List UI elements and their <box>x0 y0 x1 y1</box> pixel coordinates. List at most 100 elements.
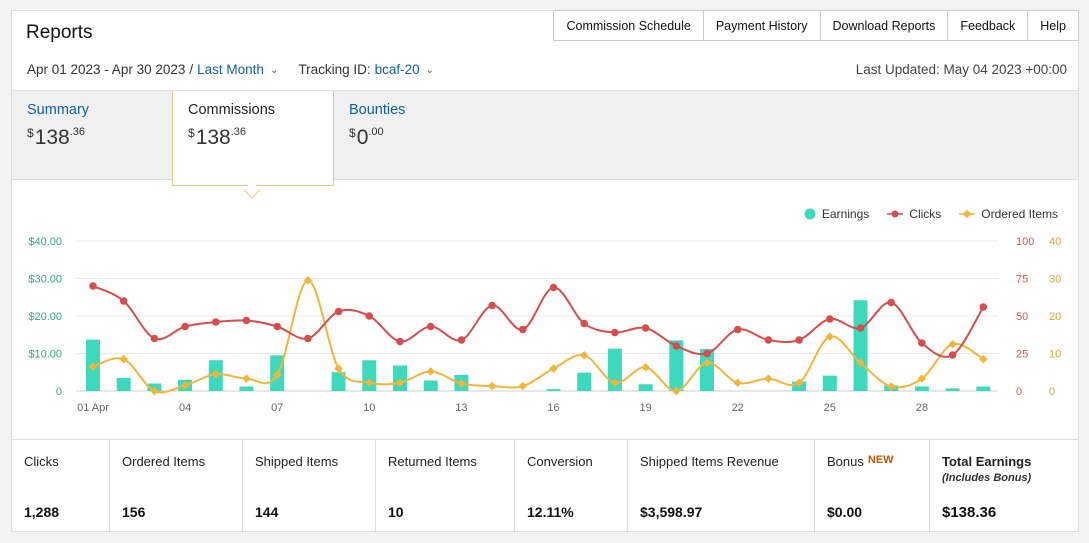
ordered-items-point <box>150 386 159 396</box>
stat-total-earnings-value: $138.36 <box>942 504 997 521</box>
help-button[interactable]: Help <box>1028 10 1079 41</box>
clicks-point <box>242 316 251 325</box>
clicks-line <box>92 285 985 358</box>
new-badge: NEW <box>867 454 894 466</box>
tracking-id-dropdown[interactable]: bcaf-20 ⌄ <box>375 62 434 77</box>
earnings-bar <box>393 365 407 391</box>
stat-clicks-label: Clicks <box>24 454 59 469</box>
ordered-items-point <box>641 363 650 372</box>
download-reports-button[interactable]: Download Reports <box>820 10 949 41</box>
period-dropdown[interactable]: Last Month ⌄ <box>197 62 278 77</box>
earnings-bar <box>577 372 592 391</box>
stat-ordered-items-label: Ordered Items <box>122 454 206 469</box>
tab-bounties[interactable]: Bounties $0.00 <box>334 91 494 181</box>
clicks-point <box>856 324 865 332</box>
tracking-id-label: Tracking ID: <box>298 62 371 77</box>
ordered-items-point <box>702 358 712 368</box>
ordered-items-point <box>518 381 528 391</box>
clicks-point <box>181 322 189 331</box>
y-right-clicks-tick-label: 75 <box>1016 274 1028 286</box>
clicks-point <box>365 312 374 320</box>
x-tick-label: 16 <box>547 402 559 414</box>
x-tick-label: 10 <box>363 402 375 414</box>
commission-schedule-button[interactable]: Commission Schedule <box>553 10 704 41</box>
x-tick-label: 13 <box>455 402 467 414</box>
legend-earnings-label: Earnings <box>821 207 870 221</box>
ordered-items-point <box>457 379 466 388</box>
ordered-items-point <box>303 276 313 285</box>
chevron-down-icon: ⌄ <box>425 65 435 76</box>
earnings-bar <box>822 375 837 391</box>
stat-total-earnings: Total Earnings (Includes Bonus) $138.36 <box>930 440 1078 533</box>
y-left-tick-label: $10.00 <box>28 349 62 361</box>
clicks-point <box>396 337 404 346</box>
chart-legend: Earnings Clicks Ordered Items <box>804 207 1058 221</box>
clicks-point <box>334 307 343 316</box>
clicks-point <box>304 334 312 343</box>
x-tick-label: 07 <box>271 402 283 414</box>
earnings-bar <box>914 386 929 391</box>
clicks-point <box>703 349 711 358</box>
ordered-items-point <box>549 364 558 373</box>
period-dropdown-label: Last Month <box>197 62 264 77</box>
ordered-items-point <box>948 339 957 349</box>
ordered-items-point <box>272 370 282 380</box>
stat-ordered-items-value: 156 <box>122 504 146 520</box>
tab-commissions[interactable]: Commissions $138.36 <box>172 91 334 186</box>
clicks-point <box>212 318 220 326</box>
clicks-point <box>948 351 957 359</box>
stat-total-earnings-sub: (Includes Bonus) <box>942 472 1032 484</box>
stat-returned-items: Returned Items 10 <box>376 440 515 533</box>
ordered-items-point <box>672 386 681 396</box>
stat-bonus-label: Bonus NEW <box>827 454 894 469</box>
clicks-point <box>89 282 97 290</box>
clicks-point <box>457 336 466 344</box>
y-left-tick-label: $30.00 <box>28 274 62 286</box>
clicks-point <box>273 322 282 331</box>
y-left-tick-label: $20.00 <box>28 311 62 323</box>
x-tick-label: 04 <box>179 402 191 414</box>
clicks-point <box>580 319 588 328</box>
ordered-items-point <box>764 374 773 383</box>
earnings-bar <box>331 372 346 391</box>
y-right-ordered-tick-label: 10 <box>1049 349 1061 361</box>
stat-bonus: Bonus NEW $0.00 <box>815 440 930 533</box>
earnings-chart: Earnings Clicks Ordered Items $40.00 100 4… <box>12 181 1078 439</box>
stat-shipped-revenue-label: Shipped Items Revenue <box>640 454 779 469</box>
earnings-bar <box>638 384 653 391</box>
stat-clicks: Clicks 1,288 <box>12 440 110 533</box>
clicks-point <box>641 324 650 332</box>
clicks-point <box>918 339 926 347</box>
stat-returned-items-label: Returned Items <box>388 454 477 469</box>
stat-bonus-value: $0.00 <box>827 504 863 520</box>
stat-shipped-items: Shipped Items 144 <box>243 440 376 533</box>
ordered-items-point <box>365 378 374 387</box>
y-right-clicks-tick-label: 25 <box>1016 349 1028 361</box>
date-separator: / <box>189 62 194 77</box>
y-right-clicks-tick-label: 50 <box>1016 311 1028 323</box>
clicks-point <box>672 342 681 350</box>
clicks-point <box>119 297 128 305</box>
legend-item-earnings[interactable]: Earnings <box>804 207 869 221</box>
last-updated-text: Last Updated: May 04 2023 +00:00 <box>855 62 1067 77</box>
x-tick-label: 22 <box>732 402 744 414</box>
clicks-point <box>764 336 773 344</box>
stat-clicks-value: 1,288 <box>24 504 60 520</box>
feedback-button[interactable]: Feedback <box>948 10 1029 41</box>
tab-summary[interactable]: Summary $138.36 <box>12 91 172 181</box>
y-left-tick-label: 0 <box>56 386 62 398</box>
y-right-ordered-tick-label: 20 <box>1049 311 1061 323</box>
tab-summary-label: Summary <box>27 102 90 118</box>
legend-item-clicks[interactable]: Clicks <box>887 207 941 221</box>
legend-ordered-swatch <box>959 209 976 219</box>
reports-card: Reports Commission Schedule Payment Hist… <box>11 10 1079 533</box>
y-right-ordered-tick-label: 30 <box>1049 274 1061 286</box>
clicks-point <box>426 322 435 331</box>
ordered-items-point <box>610 378 620 387</box>
payment-history-button[interactable]: Payment History <box>703 10 821 41</box>
legend-item-ordered-items[interactable]: Ordered Items <box>959 207 1058 221</box>
ordered-items-point <box>917 374 927 383</box>
stat-conversion: Conversion 12.11% <box>515 440 628 533</box>
legend-earnings-swatch <box>804 208 816 220</box>
clicks-point <box>488 301 496 310</box>
